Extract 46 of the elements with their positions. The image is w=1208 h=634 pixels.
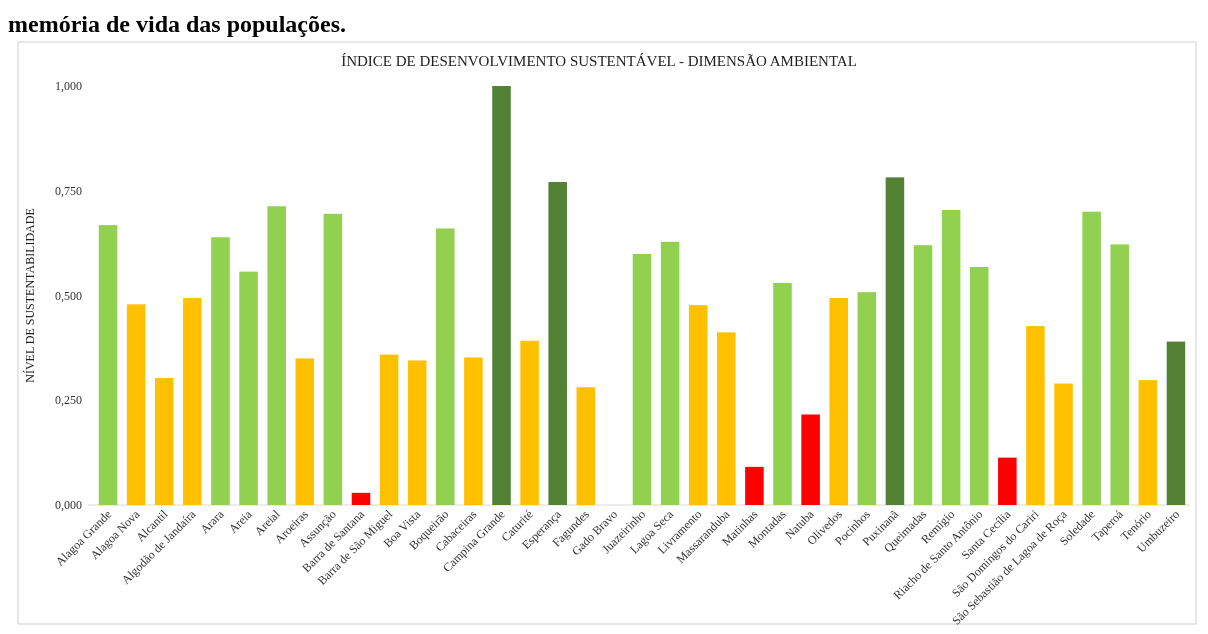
bar bbox=[1166, 341, 1186, 505]
bar bbox=[857, 292, 877, 505]
y-tick-label: 0,500 bbox=[55, 288, 82, 303]
bar bbox=[717, 332, 736, 505]
bar bbox=[885, 177, 905, 505]
text: memória de vida das populações. bbox=[8, 11, 347, 37]
bar bbox=[126, 304, 146, 505]
bar bbox=[998, 457, 1017, 505]
bar bbox=[520, 340, 539, 505]
bar bbox=[829, 298, 848, 505]
bar bbox=[1026, 326, 1045, 505]
bar bbox=[295, 358, 315, 505]
bar bbox=[1054, 383, 1073, 505]
bar bbox=[745, 466, 764, 505]
bar bbox=[548, 181, 567, 505]
bar bbox=[941, 210, 961, 505]
bar bbox=[1110, 244, 1130, 505]
bar bbox=[576, 387, 596, 505]
y-tick-label: 0,000 bbox=[55, 498, 82, 513]
bar bbox=[183, 298, 202, 505]
bar bbox=[154, 378, 174, 505]
y-tick-label: 1,000 bbox=[55, 79, 82, 94]
chart-title: ÍNDICE DE DESENVOLVIMENTO SUSTENTÁVEL - DIMENSÃO AMBIENTAL bbox=[341, 53, 857, 69]
y-axis-title: NÍVEL DE SUSTENTABILIDADE bbox=[23, 208, 37, 383]
bar bbox=[1138, 380, 1158, 505]
bar bbox=[632, 254, 652, 505]
bar bbox=[436, 228, 455, 505]
bar bbox=[492, 86, 511, 505]
bar bbox=[464, 357, 483, 505]
y-tick-label: 0,250 bbox=[55, 393, 82, 408]
bar bbox=[407, 360, 427, 505]
bar bbox=[379, 354, 399, 505]
bar bbox=[239, 271, 258, 505]
bar bbox=[1082, 211, 1101, 505]
bar bbox=[969, 267, 989, 505]
bar bbox=[98, 225, 118, 505]
bar bbox=[801, 414, 820, 505]
bar bbox=[267, 206, 286, 505]
bar bbox=[913, 245, 933, 505]
bar bbox=[323, 213, 343, 505]
bar bbox=[660, 241, 680, 505]
bar bbox=[688, 305, 708, 505]
bar bbox=[351, 492, 371, 505]
bar bbox=[211, 237, 230, 505]
y-tick-label: 0,750 bbox=[55, 183, 82, 198]
bar bbox=[773, 282, 792, 505]
